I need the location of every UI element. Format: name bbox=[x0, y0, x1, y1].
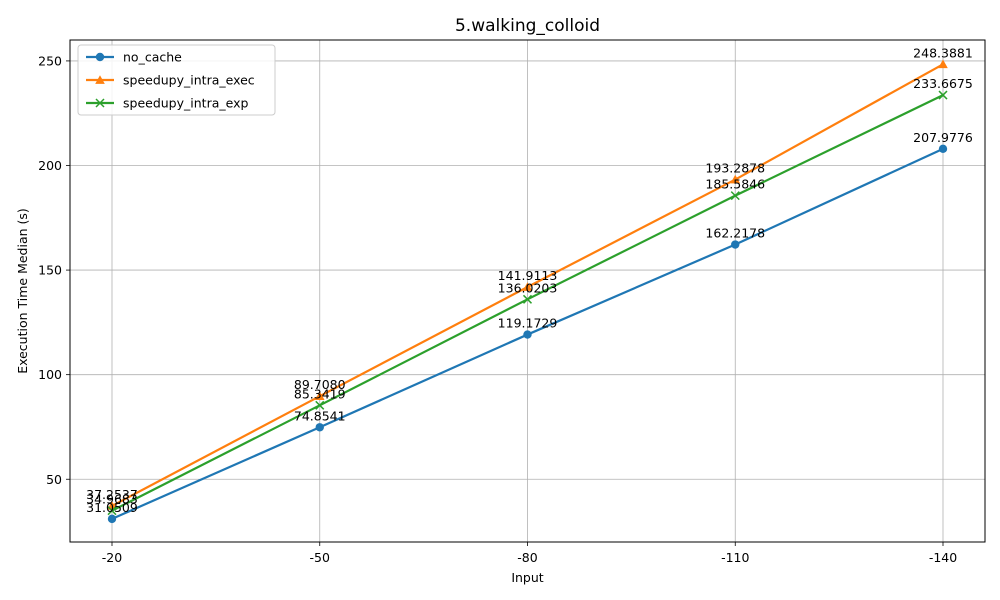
x-tick-label: -110 bbox=[721, 550, 749, 565]
legend-item: speedupy_intra_exec bbox=[86, 73, 255, 88]
legend-label: no_cache bbox=[123, 50, 182, 65]
x-tick-label: -20 bbox=[102, 550, 122, 565]
legend-label: speedupy_intra_exec bbox=[123, 73, 255, 88]
x-marker-stroke bbox=[107, 506, 117, 516]
x-marker bbox=[730, 191, 740, 201]
triangle-marker bbox=[730, 174, 741, 184]
x-tick-label: -140 bbox=[929, 550, 957, 565]
legend-label: speedupy_intra_exp bbox=[123, 96, 248, 111]
series-no_cache bbox=[107, 144, 948, 524]
circle-marker bbox=[315, 423, 324, 432]
x-marker-stroke bbox=[938, 90, 948, 100]
data-label: 31.0509 bbox=[86, 500, 138, 515]
data-labels: 31.0509 74.8541 119.1729 162.2178 207.9776 37… bbox=[86, 45, 973, 515]
x-marker bbox=[938, 90, 948, 100]
x-marker-stroke bbox=[315, 400, 325, 410]
triangle-marker bbox=[95, 75, 105, 84]
x-tick-label: -50 bbox=[310, 550, 330, 565]
axes: -20 -50 -80 -110 -140 50 100 150 200 250 bbox=[38, 53, 957, 565]
data-label: 119.1729 bbox=[498, 316, 558, 331]
series-group bbox=[107, 59, 948, 524]
x-marker-stroke bbox=[95, 98, 105, 108]
circle-marker bbox=[95, 52, 105, 62]
x-marker bbox=[522, 294, 533, 304]
data-label: 233.6675 bbox=[913, 76, 973, 91]
chart-title: 5.walking_colloid bbox=[455, 16, 600, 36]
legend-item: speedupy_intra_exp bbox=[86, 96, 248, 111]
legend: no_cache speedupy_intra_exec speedupy_intr… bbox=[77, 44, 276, 116]
triangle-marker bbox=[314, 391, 325, 401]
data-label: 136.0203 bbox=[498, 280, 558, 295]
x-marker bbox=[315, 400, 325, 410]
triangle-marker bbox=[938, 59, 948, 69]
legend-box bbox=[77, 44, 276, 116]
grid bbox=[70, 40, 985, 542]
y-tick-label: 100 bbox=[38, 367, 62, 382]
x-marker-stroke bbox=[522, 294, 533, 304]
data-label: 85.3419 bbox=[294, 386, 346, 401]
x-axis-label: Input bbox=[511, 570, 543, 585]
data-label: 89.7080 bbox=[294, 377, 346, 392]
data-label: 207.9776 bbox=[913, 130, 973, 145]
circle-marker bbox=[938, 144, 948, 154]
circle-marker bbox=[731, 240, 740, 249]
x-tick-label: -80 bbox=[517, 550, 537, 565]
data-label: 74.8541 bbox=[294, 408, 346, 423]
triangle-marker bbox=[522, 282, 533, 291]
data-label: 34.9683 bbox=[86, 492, 138, 507]
data-label: 193.2878 bbox=[705, 161, 765, 176]
y-tick-label: 150 bbox=[38, 263, 62, 278]
data-label: 162.2178 bbox=[705, 226, 765, 241]
y-tick-label: 50 bbox=[46, 472, 62, 487]
data-label: 185.5846 bbox=[705, 177, 765, 192]
circle-marker bbox=[523, 330, 532, 339]
circle-marker bbox=[107, 514, 117, 524]
x-marker bbox=[95, 98, 105, 108]
y-tick-label: 200 bbox=[38, 158, 62, 173]
data-label: 141.9113 bbox=[498, 268, 558, 283]
data-label: 248.3881 bbox=[913, 45, 973, 60]
series-speedupy_intra_exp bbox=[107, 90, 948, 516]
x-marker-stroke bbox=[730, 191, 740, 201]
x-marker bbox=[107, 506, 117, 516]
y-axis-label: Execution Time Median (s) bbox=[15, 208, 30, 374]
data-label: 37.2537 bbox=[86, 487, 138, 502]
y-tick-label: 250 bbox=[38, 53, 62, 68]
legend-item: no_cache bbox=[86, 50, 182, 65]
